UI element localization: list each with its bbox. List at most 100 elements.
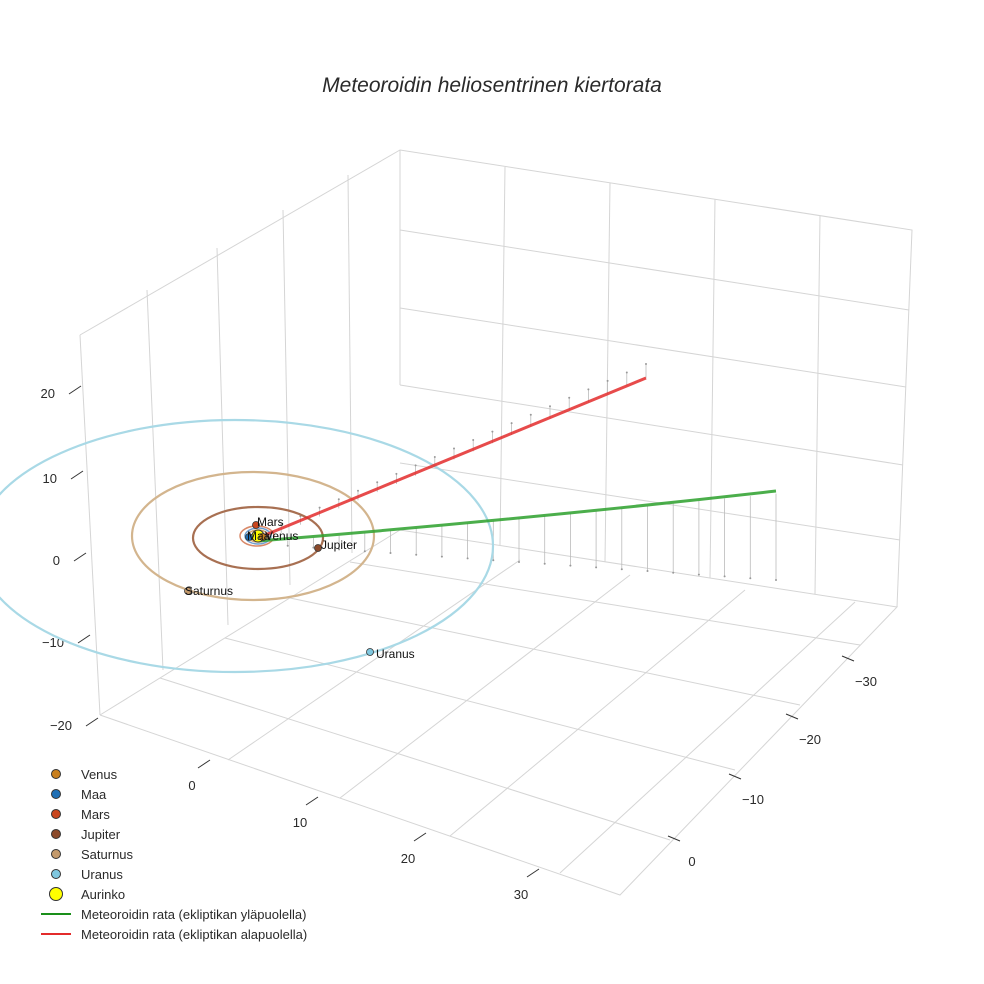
legend: Venus Maa Mars Jupiter Saturnus Uranus Aurinko… xyxy=(40,764,307,944)
drop-point xyxy=(723,575,726,578)
x-tick-mark xyxy=(526,868,540,878)
wall-grid-line xyxy=(499,166,506,546)
z-tick-mark xyxy=(73,552,87,562)
legend-symbol xyxy=(40,789,72,799)
drop-point xyxy=(338,548,341,551)
y-tick-mark xyxy=(667,835,681,842)
planet-label-uranus: Uranus xyxy=(376,647,415,661)
drop-point xyxy=(620,568,623,571)
wall-grid-line xyxy=(282,209,291,586)
y-tick-mark xyxy=(841,655,855,662)
legend-label: Maa xyxy=(81,786,107,802)
planet-maa xyxy=(245,533,253,541)
drop-point xyxy=(286,544,289,547)
legend-item[interactable]: Uranus xyxy=(40,864,307,884)
floor-grid-line xyxy=(449,589,746,837)
legend-item[interactable]: Mars xyxy=(40,804,307,824)
wall-grid-line xyxy=(399,229,910,311)
legend-symbol xyxy=(40,849,72,859)
z-tick-mark xyxy=(68,385,82,395)
legend-item[interactable]: Aurinko xyxy=(40,884,307,904)
y-tick-mark xyxy=(785,713,799,720)
wall-grid-line xyxy=(347,174,353,554)
z-tick-label: 0 xyxy=(53,553,60,568)
planet-mars xyxy=(252,521,260,529)
floor-grid-line xyxy=(559,601,856,874)
drop-point xyxy=(529,413,532,416)
legend-item[interactable]: Venus xyxy=(40,764,307,784)
drop-point xyxy=(376,481,379,484)
orbit-jupiter xyxy=(191,505,325,571)
planet-label-jupiter: Jupiter xyxy=(321,538,357,552)
drop-point xyxy=(543,562,546,565)
wall-grid-line xyxy=(399,384,904,466)
legend-label: Meteoroidin rata (ekliptikan alapuolella… xyxy=(81,926,308,942)
legend-dot-icon xyxy=(51,809,61,819)
legend-item[interactable]: Maa xyxy=(40,784,307,804)
wall-grid-line xyxy=(79,334,101,716)
drop-point xyxy=(318,506,321,509)
floor-grid-line xyxy=(227,559,521,761)
legend-item[interactable]: Meteoroidin rata (ekliptikan yläpuolella… xyxy=(40,904,307,924)
drop-point xyxy=(337,498,340,501)
legend-symbol xyxy=(40,869,72,879)
legend-symbol xyxy=(40,829,72,839)
floor-grid-line xyxy=(339,574,631,799)
z-tick-mark xyxy=(70,470,84,480)
legend-item[interactable]: Jupiter xyxy=(40,824,307,844)
y-tick-label: −20 xyxy=(799,732,821,747)
legend-symbol xyxy=(40,913,72,915)
back-wall-outline xyxy=(79,149,913,608)
drop-point xyxy=(389,552,392,554)
drop-point xyxy=(646,570,649,572)
wall-grid-line xyxy=(216,247,229,626)
orbit-uranus xyxy=(0,418,495,674)
wall-grid-line xyxy=(146,289,164,671)
floor-outline xyxy=(99,529,899,896)
drop-point xyxy=(549,405,551,408)
x-tick-mark xyxy=(197,759,211,769)
legend-symbol xyxy=(40,933,72,935)
legend-item[interactable]: Meteoroidin rata (ekliptikan alapuolella… xyxy=(40,924,307,944)
wall-grid-line xyxy=(399,462,901,541)
drop-point xyxy=(569,564,572,567)
drop-point xyxy=(492,559,495,562)
drop-point xyxy=(363,550,366,553)
drop-point xyxy=(595,566,598,569)
x-tick-label: 10 xyxy=(293,815,307,830)
floor-grid-line xyxy=(159,677,671,841)
x-tick-label: 0 xyxy=(188,778,195,793)
legend-symbol xyxy=(40,887,72,901)
planet-orbits xyxy=(0,418,495,674)
drop-point xyxy=(280,523,283,526)
orbit-saturnus xyxy=(130,470,376,602)
x-tick-label: 30 xyxy=(514,887,528,902)
drop-point xyxy=(775,579,777,581)
meteoroid-trajectories xyxy=(257,376,777,543)
legend-symbol xyxy=(40,769,72,779)
legend-label: Meteoroidin rata (ekliptikan yläpuolella… xyxy=(81,906,307,922)
legend-label: Mars xyxy=(81,806,110,822)
legend-dot-icon xyxy=(51,849,61,859)
planet-label-mars: Mars xyxy=(257,515,284,529)
wall-grid-line xyxy=(709,198,716,579)
drop-point xyxy=(625,371,628,374)
legend-item[interactable]: Saturnus xyxy=(40,844,307,864)
legend-dot-icon xyxy=(51,829,61,839)
planet-uranus xyxy=(366,648,374,656)
drop-point xyxy=(466,557,469,560)
drop-point xyxy=(606,379,609,382)
drop-point xyxy=(415,553,418,556)
drop-point xyxy=(312,546,315,549)
planet-label-maa: Maa xyxy=(247,529,271,543)
legend-dot-icon xyxy=(51,869,61,879)
drop-point xyxy=(697,573,700,576)
z-tick-label: −20 xyxy=(50,718,72,733)
drop-point xyxy=(357,489,359,492)
x-tick-label: 20 xyxy=(401,851,415,866)
floor-grid-line xyxy=(289,597,801,706)
legend-dot-icon xyxy=(51,789,61,799)
trajectory-below-ecliptic xyxy=(257,376,647,540)
